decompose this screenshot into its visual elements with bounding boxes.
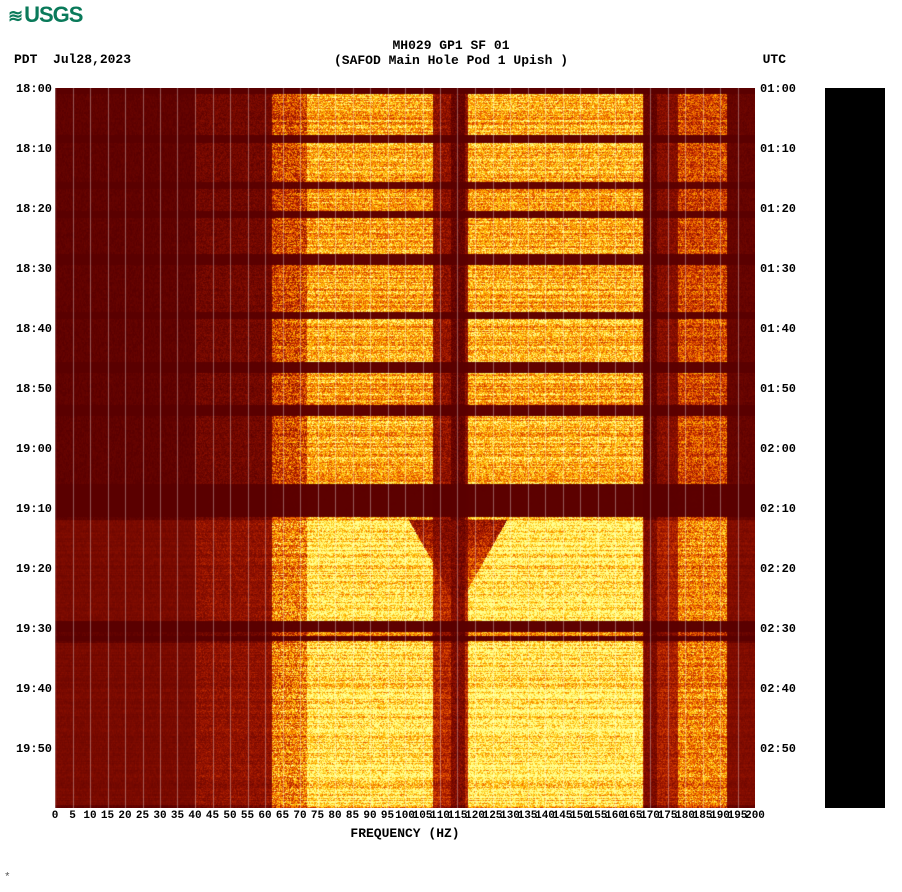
ytick-right: 01:30 <box>760 262 796 276</box>
ytick-left: 19:40 <box>12 682 52 696</box>
xtick: 50 <box>223 810 236 822</box>
ytick-left: 19:50 <box>12 742 52 756</box>
header: MH029 GP1 SF 01 (SAFOD Main Hole Pod 1 U… <box>0 38 902 68</box>
ytick-right: 02:10 <box>760 502 796 516</box>
ytick-left: 18:20 <box>12 202 52 216</box>
xtick: 85 <box>346 810 359 822</box>
xtick: 30 <box>153 810 166 822</box>
ytick-left: 19:10 <box>12 502 52 516</box>
xtick: 65 <box>276 810 289 822</box>
ytick-right: 02:20 <box>760 562 796 576</box>
ytick-right: 01:50 <box>760 382 796 396</box>
xtick: 35 <box>171 810 184 822</box>
ytick-right: 01:00 <box>760 82 796 96</box>
spectrogram-plot <box>55 88 755 808</box>
x-axis-label: FREQUENCY (HZ) <box>55 826 755 841</box>
xtick: 0 <box>52 810 59 822</box>
xtick: 40 <box>188 810 201 822</box>
xtick: 70 <box>293 810 306 822</box>
spectrogram-canvas <box>55 88 755 808</box>
ytick-left: 18:50 <box>12 382 52 396</box>
ytick-left: 19:20 <box>12 562 52 576</box>
xtick: 20 <box>118 810 131 822</box>
logo-wave-icon: ≋ <box>8 6 22 27</box>
ytick-right: 01:40 <box>760 322 796 336</box>
ytick-left: 18:40 <box>12 322 52 336</box>
ytick-left: 18:10 <box>12 142 52 156</box>
ytick-left: 19:30 <box>12 622 52 636</box>
header-left: PDT Jul28,2023 <box>14 52 131 67</box>
xtick: 80 <box>328 810 341 822</box>
xtick: 45 <box>206 810 219 822</box>
xtick: 25 <box>136 810 149 822</box>
xtick: 5 <box>69 810 76 822</box>
station-id: MH029 GP1 SF 01 <box>0 38 902 53</box>
logo-text: USGS <box>24 2 82 27</box>
ytick-right: 02:40 <box>760 682 796 696</box>
xtick: 10 <box>83 810 96 822</box>
xtick: 200 <box>745 810 765 822</box>
tz-right: UTC <box>763 52 786 67</box>
ytick-left: 18:30 <box>12 262 52 276</box>
colorbar <box>825 88 885 808</box>
footer-mark: * <box>4 872 11 884</box>
xtick: 90 <box>363 810 376 822</box>
xtick: 15 <box>101 810 114 822</box>
ytick-right: 02:30 <box>760 622 796 636</box>
date: Jul28,2023 <box>53 52 131 67</box>
ytick-right: 02:00 <box>760 442 796 456</box>
ytick-right: 01:10 <box>760 142 796 156</box>
xtick: 95 <box>381 810 394 822</box>
xtick: 75 <box>311 810 324 822</box>
xtick: 55 <box>241 810 254 822</box>
ytick-right: 02:50 <box>760 742 796 756</box>
usgs-logo: ≋USGS <box>8 2 82 28</box>
ytick-left: 18:00 <box>12 82 52 96</box>
ytick-right: 01:20 <box>760 202 796 216</box>
xtick: 60 <box>258 810 271 822</box>
tz-left: PDT <box>14 52 37 67</box>
ytick-left: 19:00 <box>12 442 52 456</box>
